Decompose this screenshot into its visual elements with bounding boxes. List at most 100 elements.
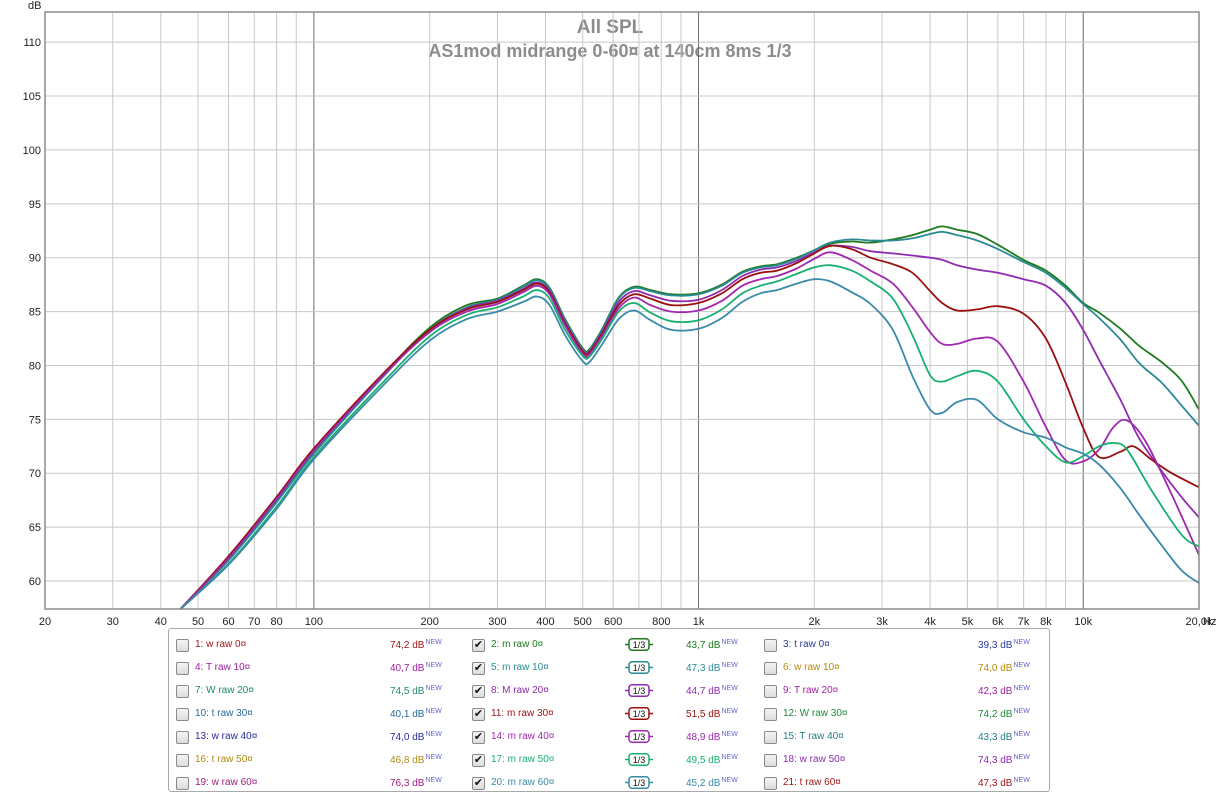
legend-value-text: 48,9 dB (686, 732, 721, 743)
smoothing-badge[interactable]: 1/3 (625, 707, 653, 720)
legend-value-text: 76,3 dB (390, 778, 425, 789)
new-badge: NEW (721, 777, 738, 784)
smoothing-box (628, 753, 650, 766)
legend-item[interactable]: 16: t raw 50¤ 46,8 dBNEW (169, 750, 459, 773)
legend-item[interactable]: 18: w raw 50¤ 74,3 dBNEW (757, 750, 1047, 773)
legend-item-label: 2: m raw 0¤ (491, 639, 544, 650)
legend-item[interactable]: ✔ 2: m raw 0¤ 43,7 dBNEW 1/3 (465, 635, 755, 658)
legend-item-value: 43,3 dBNEW (978, 731, 1030, 743)
legend-item[interactable]: 13: w raw 40¤ 74,0 dBNEW (169, 727, 459, 750)
legend-checkbox[interactable] (764, 731, 777, 744)
x-tick-label: 800 (652, 616, 670, 628)
smoothing-badge[interactable]: 1/3 (625, 684, 653, 697)
series-line-11 (179, 244, 1199, 609)
legend-item[interactable]: 19: w raw 60¤ 76,3 dBNEW (169, 773, 459, 796)
legend-item[interactable]: 6: w raw 10¤ 74,0 dBNEW (757, 658, 1047, 681)
legend-item-label: 21: t raw 60¤ (783, 777, 841, 788)
legend-checkbox[interactable] (176, 754, 189, 767)
legend-value-text: 43,7 dB (686, 640, 721, 651)
legend-item[interactable]: 3: t raw 0¤ 39,3 dBNEW (757, 635, 1047, 658)
y-tick-label: 75 (29, 414, 41, 426)
legend-checkbox[interactable] (176, 708, 189, 721)
legend-item-label: 9: T raw 20¤ (783, 685, 839, 696)
new-badge: NEW (721, 662, 738, 669)
legend-item-value: 43,7 dBNEW (686, 639, 738, 651)
legend-checkbox[interactable] (176, 685, 189, 698)
smoothing-badge[interactable]: 1/3 (625, 753, 653, 766)
legend-checkbox[interactable] (764, 639, 777, 652)
legend-checkbox[interactable]: ✔ (472, 662, 485, 675)
legend-checkbox[interactable] (176, 777, 189, 790)
legend-item[interactable]: 9: T raw 20¤ 42,3 dBNEW (757, 681, 1047, 704)
smoothing-badge[interactable]: 1/3 (625, 638, 653, 651)
legend-item[interactable]: ✔ 20: m raw 60¤ 45,2 dBNEW 1/3 (465, 773, 755, 796)
smoothing-badge[interactable]: 1/3 (625, 730, 653, 743)
legend-checkbox[interactable] (764, 754, 777, 767)
legend-value-text: 47,3 dB (686, 663, 721, 674)
legend-value-text: 46,8 dB (390, 755, 425, 766)
legend-item[interactable]: 12: W raw 30¤ 74,2 dBNEW (757, 704, 1047, 727)
y-tick-label: 70 (29, 468, 41, 480)
smoothing-label: 1/3 (633, 709, 646, 719)
legend-item-value: 74,5 dBNEW (390, 685, 442, 697)
y-tick-label: 110 (23, 37, 41, 49)
new-badge: NEW (425, 662, 442, 669)
smoothing-badge[interactable]: 1/3 (625, 661, 653, 674)
legend-value-text: 40,7 dB (390, 663, 425, 674)
legend-item[interactable]: 7: W raw 20¤ 74,5 dBNEW (169, 681, 459, 704)
new-badge: NEW (1013, 662, 1030, 669)
smoothing-box (628, 730, 650, 743)
x-tick-label: 2k (809, 616, 821, 628)
legend-item[interactable]: 4: T raw 10¤ 40,7 dBNEW (169, 658, 459, 681)
legend-checkbox[interactable] (764, 708, 777, 721)
legend-item-value: 45,2 dBNEW (686, 777, 738, 789)
x-tick-label: 200 (420, 616, 438, 628)
legend-value-text: 45,2 dB (686, 778, 721, 789)
legend-item[interactable]: ✔ 5: m raw 10¤ 47,3 dBNEW 1/3 (465, 658, 755, 681)
legend-checkbox[interactable]: ✔ (472, 708, 485, 721)
legend-item-value: 40,7 dBNEW (390, 662, 442, 674)
legend-item-label: 13: w raw 40¤ (195, 731, 258, 742)
smoothing-badge[interactable]: 1/3 (625, 776, 653, 789)
x-tick-label: 40 (155, 616, 167, 628)
legend-item[interactable]: ✔ 14: m raw 40¤ 48,9 dBNEW 1/3 (465, 727, 755, 750)
legend-checkbox[interactable] (764, 662, 777, 675)
legend-item[interactable]: 21: t raw 60¤ 47,3 dBNEW (757, 773, 1047, 796)
legend-checkbox[interactable] (764, 685, 777, 698)
new-badge: NEW (425, 777, 442, 784)
legend-item[interactable]: ✔ 17: m raw 50¤ 49,5 dBNEW 1/3 (465, 750, 755, 773)
legend-item-label: 20: m raw 60¤ (491, 777, 555, 788)
legend-checkbox[interactable]: ✔ (472, 731, 485, 744)
legend-item-value: 74,0 dBNEW (390, 731, 442, 743)
legend-checkbox[interactable] (176, 731, 189, 744)
legend-checkbox[interactable]: ✔ (472, 639, 485, 652)
x-tick-label: 1k (693, 616, 705, 628)
legend-item[interactable]: 10: t raw 30¤ 40,1 dBNEW (169, 704, 459, 727)
legend-checkbox[interactable] (764, 777, 777, 790)
x-tick-label: 10k (1074, 616, 1092, 628)
legend-checkbox[interactable] (176, 662, 189, 675)
new-badge: NEW (721, 639, 738, 646)
legend-item-value: 48,9 dBNEW (686, 731, 738, 743)
x-tick-label: 20 (39, 616, 51, 628)
plot-frame (44, 11, 1200, 610)
legend-checkbox[interactable]: ✔ (472, 754, 485, 767)
legend-item[interactable]: ✔ 8: M raw 20¤ 44,7 dBNEW 1/3 (465, 681, 755, 704)
legend-item-label: 12: W raw 30¤ (783, 708, 848, 719)
smoothing-box (628, 776, 650, 789)
legend-item-value: 74,2 dBNEW (978, 708, 1030, 720)
legend-item-value: 49,5 dBNEW (686, 754, 738, 766)
legend-item-value: 47,3 dBNEW (686, 662, 738, 674)
legend-checkbox[interactable] (176, 639, 189, 652)
legend-checkbox[interactable]: ✔ (472, 685, 485, 698)
legend-item[interactable]: ✔ 11: m raw 30¤ 51,5 dBNEW 1/3 (465, 704, 755, 727)
legend-item-label: 1: w raw 0¤ (195, 639, 247, 650)
legend-item[interactable]: 15: T raw 40¤ 43,3 dBNEW (757, 727, 1047, 750)
y-tick-label: 100 (23, 145, 41, 157)
legend-item[interactable]: 1: w raw 0¤ 74,2 dBNEW (169, 635, 459, 658)
legend-checkbox[interactable]: ✔ (472, 777, 485, 790)
legend-item-label: 8: M raw 20¤ (491, 685, 549, 696)
new-badge: NEW (425, 708, 442, 715)
x-tick-label: 20,0k (1186, 616, 1213, 628)
series-line-20 (179, 278, 1199, 609)
